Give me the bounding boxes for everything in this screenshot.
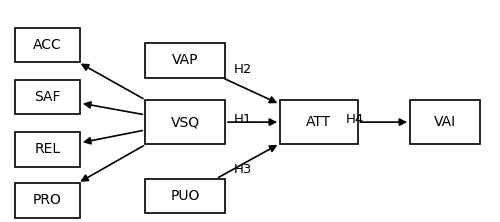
Text: VAI: VAI — [434, 115, 456, 129]
Bar — [15, 28, 80, 62]
Text: H4: H4 — [346, 113, 364, 126]
Text: ATT: ATT — [306, 115, 332, 129]
Text: PUO: PUO — [170, 189, 200, 203]
Text: ACC: ACC — [33, 38, 62, 52]
Bar — [145, 43, 225, 78]
Bar — [15, 80, 80, 114]
Bar — [145, 100, 225, 144]
Text: H1: H1 — [234, 113, 252, 126]
Text: REL: REL — [34, 142, 60, 156]
Bar — [280, 100, 357, 144]
Text: H3: H3 — [234, 163, 252, 176]
Text: PRO: PRO — [33, 193, 62, 207]
Text: H2: H2 — [234, 63, 252, 76]
Text: VSQ: VSQ — [170, 115, 200, 129]
Text: VAP: VAP — [172, 54, 198, 67]
Bar — [145, 179, 225, 213]
Bar — [15, 183, 80, 218]
Bar — [410, 100, 480, 144]
Text: SAF: SAF — [34, 90, 61, 104]
Bar — [15, 132, 80, 166]
